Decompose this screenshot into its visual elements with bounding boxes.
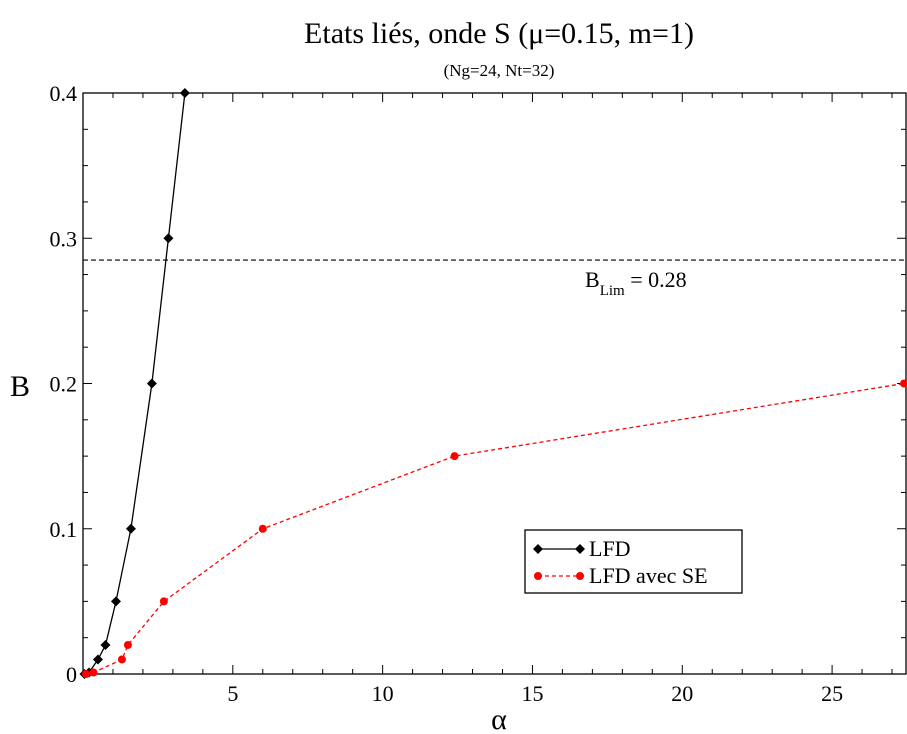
y-tick-label: 0.2 [50, 372, 78, 397]
y-tick-label: 0.3 [50, 226, 78, 251]
data-point-lfd-avec-se [89, 668, 98, 677]
x-tick-label: 20 [671, 681, 693, 706]
data-point-lfd-avec-se [117, 655, 126, 664]
reference-label-subscript: Lim [600, 283, 625, 299]
data-point-lfd-avec-se [123, 640, 132, 649]
data-point-lfd-avec-se [159, 597, 168, 606]
data-point-lfd-avec-se [450, 452, 459, 461]
chart-title: Etats liés, onde S (μ=0.15, m=1) [304, 17, 694, 50]
chart-subtitle: (Ng=24, Nt=32) [444, 61, 555, 80]
plot-area: 5 10 15 20 25 0 0.1 0.2 0.3 0.4 [50, 81, 907, 706]
x-tick-label: 15 [521, 681, 543, 706]
reference-label-main: B [585, 267, 600, 292]
y-tick-label: 0.1 [50, 517, 78, 542]
data-point-lfd [100, 639, 111, 650]
legend-box [524, 529, 743, 594]
data-point-lfd [92, 654, 103, 665]
reference-line-label: BLim = 0.28 [585, 267, 687, 299]
y-axis-label: B [10, 370, 30, 403]
data-point-lfd [125, 523, 136, 534]
legend-item-lfd: LFD [533, 536, 631, 561]
data-point-lfd [146, 378, 157, 389]
y-tick-label: 0 [66, 662, 77, 687]
x-tick-label: 5 [227, 681, 238, 706]
x-axis-label: α [491, 703, 507, 734]
legend-item-lfd-avec-se: LFD avec SE [534, 563, 708, 588]
legend: LFD LFD avec SE [524, 529, 743, 594]
data-point-lfd-avec-se [258, 524, 267, 533]
series-line-lfd [84, 92, 186, 675]
data-point-lfd [110, 596, 121, 607]
legend-label-lfd-avec-se: LFD avec SE [589, 563, 708, 588]
plot-frame [82, 92, 907, 675]
x-tick-label: 10 [372, 681, 394, 706]
legend-marker-lfd-right [575, 544, 585, 554]
data-point-lfd-avec-se [81, 670, 90, 678]
data-point-lfd-avec-se [900, 379, 907, 388]
legend-marker-lfd-avec-se-right [576, 572, 584, 580]
data-point-lfd [163, 233, 174, 244]
legend-label-lfd: LFD [589, 536, 631, 561]
y-tick-label: 0.4 [50, 81, 78, 106]
reference-label-value: = 0.28 [625, 267, 687, 292]
data-point-lfd [179, 88, 190, 98]
legend-marker-lfd-left [533, 544, 543, 554]
x-tick-label: 25 [821, 681, 843, 706]
series-line-lfd-avec-se [85, 382, 905, 675]
legend-marker-lfd-avec-se-left [534, 572, 542, 580]
